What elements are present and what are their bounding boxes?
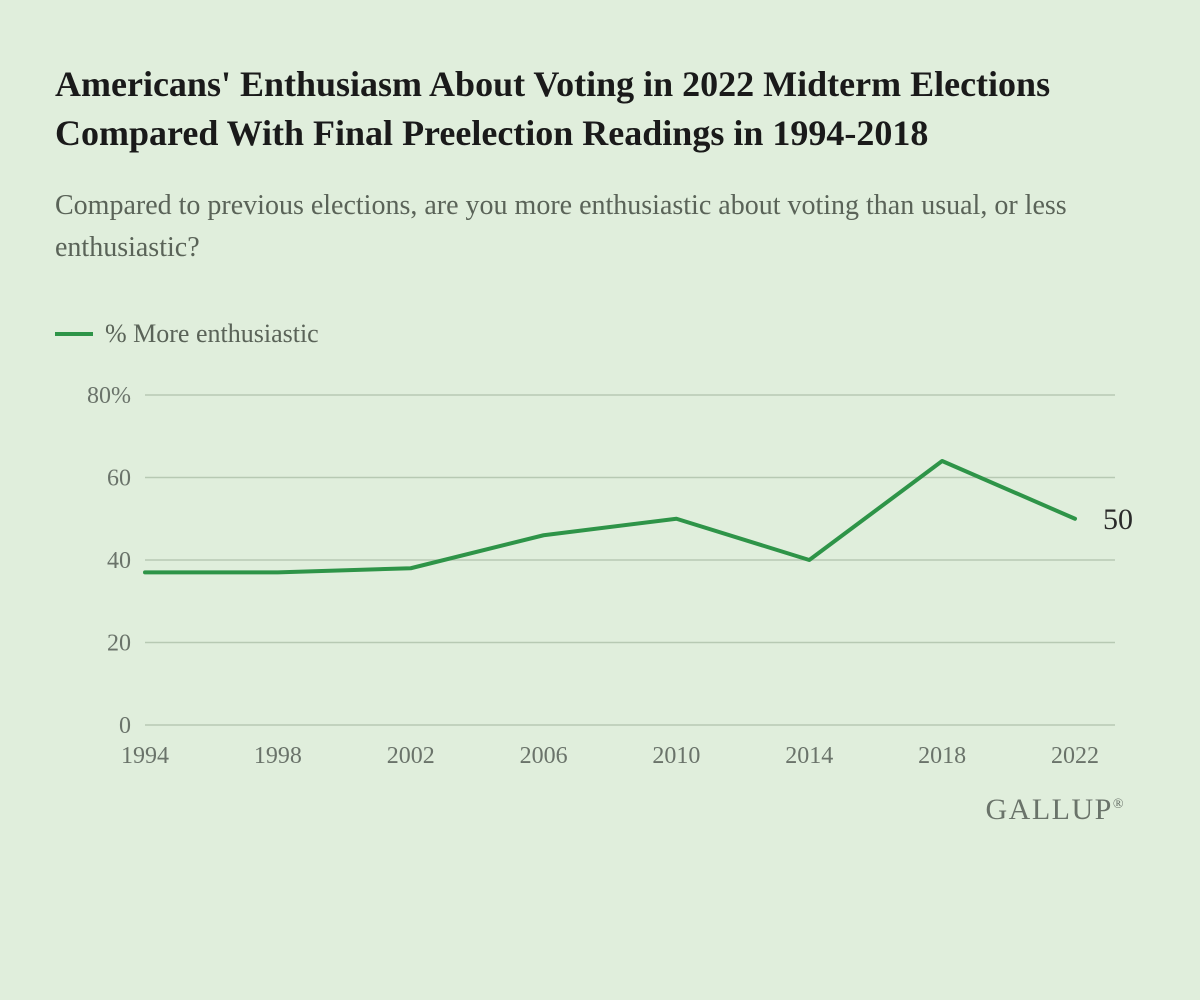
svg-text:1994: 1994 [121,743,169,769]
svg-text:80%: 80% [87,385,131,409]
svg-text:40: 40 [107,548,131,574]
svg-text:2014: 2014 [785,743,833,769]
registered-icon: ® [1113,797,1125,812]
svg-text:2006: 2006 [520,743,568,769]
legend: % More enthusiastic [55,319,1145,349]
svg-text:20: 20 [107,631,131,657]
chart-subtitle: Compared to previous elections, are you … [55,185,1145,269]
svg-text:0: 0 [119,713,131,739]
legend-label: % More enthusiastic [105,319,319,349]
svg-text:50: 50 [1103,503,1133,536]
svg-text:1998: 1998 [254,743,302,769]
svg-text:2022: 2022 [1051,743,1099,769]
legend-swatch [55,332,93,336]
line-chart: 0 20 40 60 80% 1994 1998 2002 2006 2010 2014 2018 20… [55,385,1145,775]
chart-title: Americans' Enthusiasm About Voting in 20… [55,60,1145,157]
chart-area: 0 20 40 60 80% 1994 1998 2002 2006 2010 2014 2018 20… [55,385,1145,775]
svg-text:2010: 2010 [652,743,700,769]
svg-text:2002: 2002 [387,743,435,769]
svg-text:2018: 2018 [918,743,966,769]
brand-logo: GALLUP® [55,793,1145,827]
svg-text:60: 60 [107,466,131,492]
